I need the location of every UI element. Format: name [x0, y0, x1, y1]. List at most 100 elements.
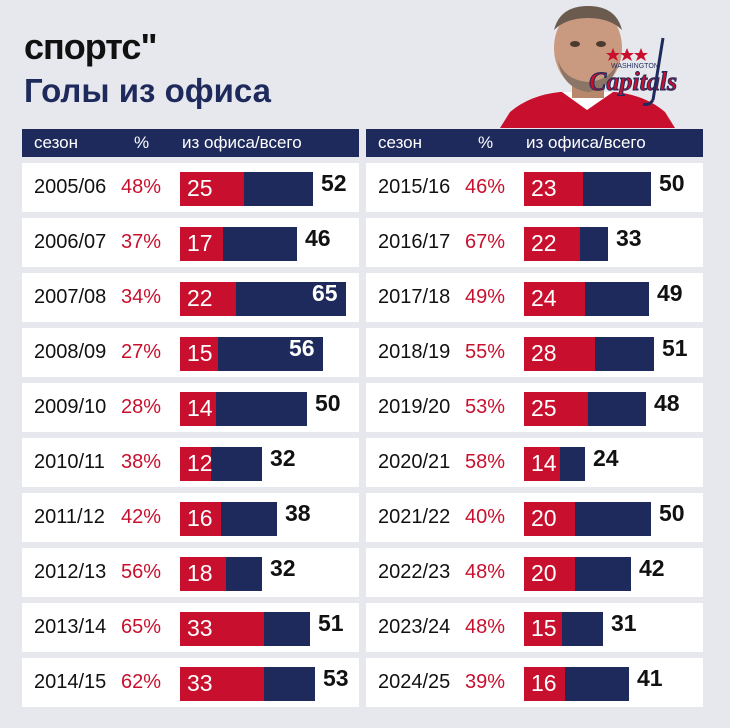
total-goals-label: 33 [616, 225, 642, 251]
bar-total: 18 [180, 557, 262, 591]
season-label: 2014/15 [34, 671, 107, 693]
bar-office [524, 392, 588, 426]
season-label: 2016/17 [378, 231, 451, 253]
total-goals-label: 65 [312, 280, 338, 306]
office-goals-label: 33 [187, 670, 213, 696]
bar-office [180, 612, 264, 646]
total-goals-label: 41 [637, 665, 663, 691]
bar-total: 14 [180, 392, 307, 426]
pct-label: 65% [121, 616, 162, 638]
bar-total: 15 [180, 337, 323, 371]
pct-label: 39% [465, 671, 506, 693]
season-label: 2011/12 [34, 506, 105, 528]
table-row: 2015/16 46% 23 50 [366, 163, 703, 212]
bar-total: 23 [524, 172, 651, 206]
office-goals-label: 16 [531, 670, 557, 696]
bar-total: 15 [524, 612, 603, 646]
season-label: 2023/24 [378, 616, 451, 638]
pct-label: 56% [121, 561, 162, 583]
table-row: 2012/13 56% 18 32 [22, 548, 359, 597]
pct-label: 28% [121, 396, 162, 418]
pct-label: 40% [465, 506, 506, 528]
pct-label: 27% [121, 341, 162, 363]
bar-office [180, 337, 218, 371]
office-goals-label: 12 [187, 450, 213, 476]
total-goals-label: 32 [270, 445, 296, 471]
total-goals-label: 49 [657, 280, 683, 306]
logo-city: WASHINGTON [611, 63, 659, 70]
bar-office [524, 502, 575, 536]
season-label: 2010/11 [34, 451, 105, 473]
bar-office [524, 667, 565, 701]
total-goals-label: 24 [593, 445, 619, 471]
bar-office [524, 557, 575, 591]
season-label: 2017/18 [378, 286, 451, 308]
pct-label: 34% [121, 286, 162, 308]
table-row: 2010/11 38% 12 32 [22, 438, 359, 487]
season-label: 2015/16 [378, 176, 451, 198]
pct-label: 58% [465, 451, 506, 473]
pct-label: 42% [121, 506, 162, 528]
header-share: из офиса/всего [182, 133, 302, 152]
bar-total: 16 [524, 667, 629, 701]
season-label: 2024/25 [378, 671, 451, 693]
bar-office [180, 227, 223, 261]
table-row: 2019/20 53% 25 48 [366, 383, 703, 432]
table-row: 2008/09 27% 15 56 [22, 328, 359, 377]
total-goals-label: 56 [289, 335, 315, 361]
brand-logo: спортс" [24, 26, 158, 67]
office-goals-label: 14 [531, 450, 557, 476]
table-row: 2014/15 62% 33 53 [22, 658, 359, 707]
total-goals-label: 50 [315, 390, 341, 416]
office-goals-label: 15 [531, 615, 557, 641]
season-label: 2022/23 [378, 561, 451, 583]
total-goals-label: 52 [321, 170, 347, 196]
bar-total: 28 [524, 337, 654, 371]
season-label: 2008/09 [34, 341, 107, 363]
season-label: 2019/20 [378, 396, 451, 418]
office-goals-label: 33 [187, 615, 213, 641]
header-pct: % [134, 133, 150, 152]
season-label: 2005/06 [34, 176, 107, 198]
total-goals-label: 50 [659, 170, 685, 196]
bar-office [180, 447, 211, 481]
season-label: 2012/13 [34, 561, 107, 583]
table-row: 2011/12 42% 16 38 [22, 493, 359, 542]
bar-office [524, 337, 595, 371]
total-goals-label: 32 [270, 555, 296, 581]
total-goals-label: 53 [323, 665, 349, 691]
pct-label: 67% [465, 231, 506, 253]
bar-total: 22 [180, 282, 346, 316]
bar-office [524, 282, 585, 316]
logo-wordmark: Capitals [589, 67, 677, 96]
season-label: 2007/08 [34, 286, 107, 308]
table-right: сезон % из офиса/всего 2015/16 46% 23 50 201… [366, 129, 703, 707]
table-header: сезон % из офиса/всего [366, 129, 703, 157]
total-goals-label: 51 [318, 610, 344, 636]
bar-office [180, 282, 236, 316]
office-goals-label: 16 [187, 505, 213, 531]
table-row: 2024/25 39% 16 41 [366, 658, 703, 707]
season-label: 2020/21 [378, 451, 451, 473]
table-row: 2007/08 34% 22 65 [22, 273, 359, 322]
office-goals-label: 20 [531, 505, 557, 531]
office-goals-label: 22 [531, 230, 557, 256]
office-goals-label: 18 [187, 560, 213, 586]
season-label: 2021/22 [378, 506, 451, 528]
table-row: 2013/14 65% 33 51 [22, 603, 359, 652]
player-photo [500, 0, 675, 128]
total-goals-label: 48 [654, 390, 680, 416]
table-row: 2023/24 48% 15 31 [366, 603, 703, 652]
season-label: 2018/19 [378, 341, 451, 363]
pct-label: 48% [465, 616, 506, 638]
bar-total: 25 [524, 392, 646, 426]
office-goals-label: 20 [531, 560, 557, 586]
pct-label: 49% [465, 286, 506, 308]
table-left: сезон % из офиса/всего 2005/06 48% 25 52 200… [22, 129, 359, 707]
office-goals-label: 23 [531, 175, 557, 201]
season-label: 2006/07 [34, 231, 107, 253]
bar-office [524, 172, 583, 206]
office-goals-label: 17 [187, 230, 213, 256]
bar-office [524, 612, 562, 646]
pct-label: 37% [121, 231, 162, 253]
